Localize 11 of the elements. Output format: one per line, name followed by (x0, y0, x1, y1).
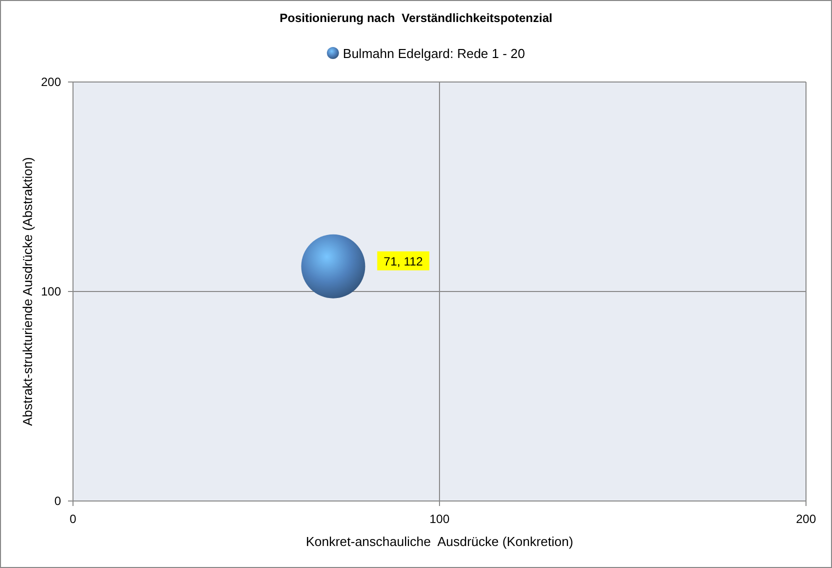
x-tick-label: 200 (796, 512, 816, 526)
x-tick-label: 0 (70, 512, 77, 526)
y-tick-label: 200 (40, 75, 62, 89)
data-label: 71, 112 (384, 254, 424, 268)
y-tick-label: 0 (54, 494, 62, 508)
legend-label: Bulmahn Edelgard: Rede 1 - 20 (342, 46, 526, 61)
chart-title: Positionierung nach Verständlichkeitspotenzial (280, 11, 552, 25)
y-tick-label: 100 (40, 284, 62, 298)
x-axis-title: Konkret-anschauliche Ausdrücke (Konkretion) (306, 534, 574, 549)
x-tick-label: 100 (429, 512, 450, 526)
y-axis-title: Abstrakt-strukturiende Ausdrücke (Abstraktion) (20, 157, 35, 426)
